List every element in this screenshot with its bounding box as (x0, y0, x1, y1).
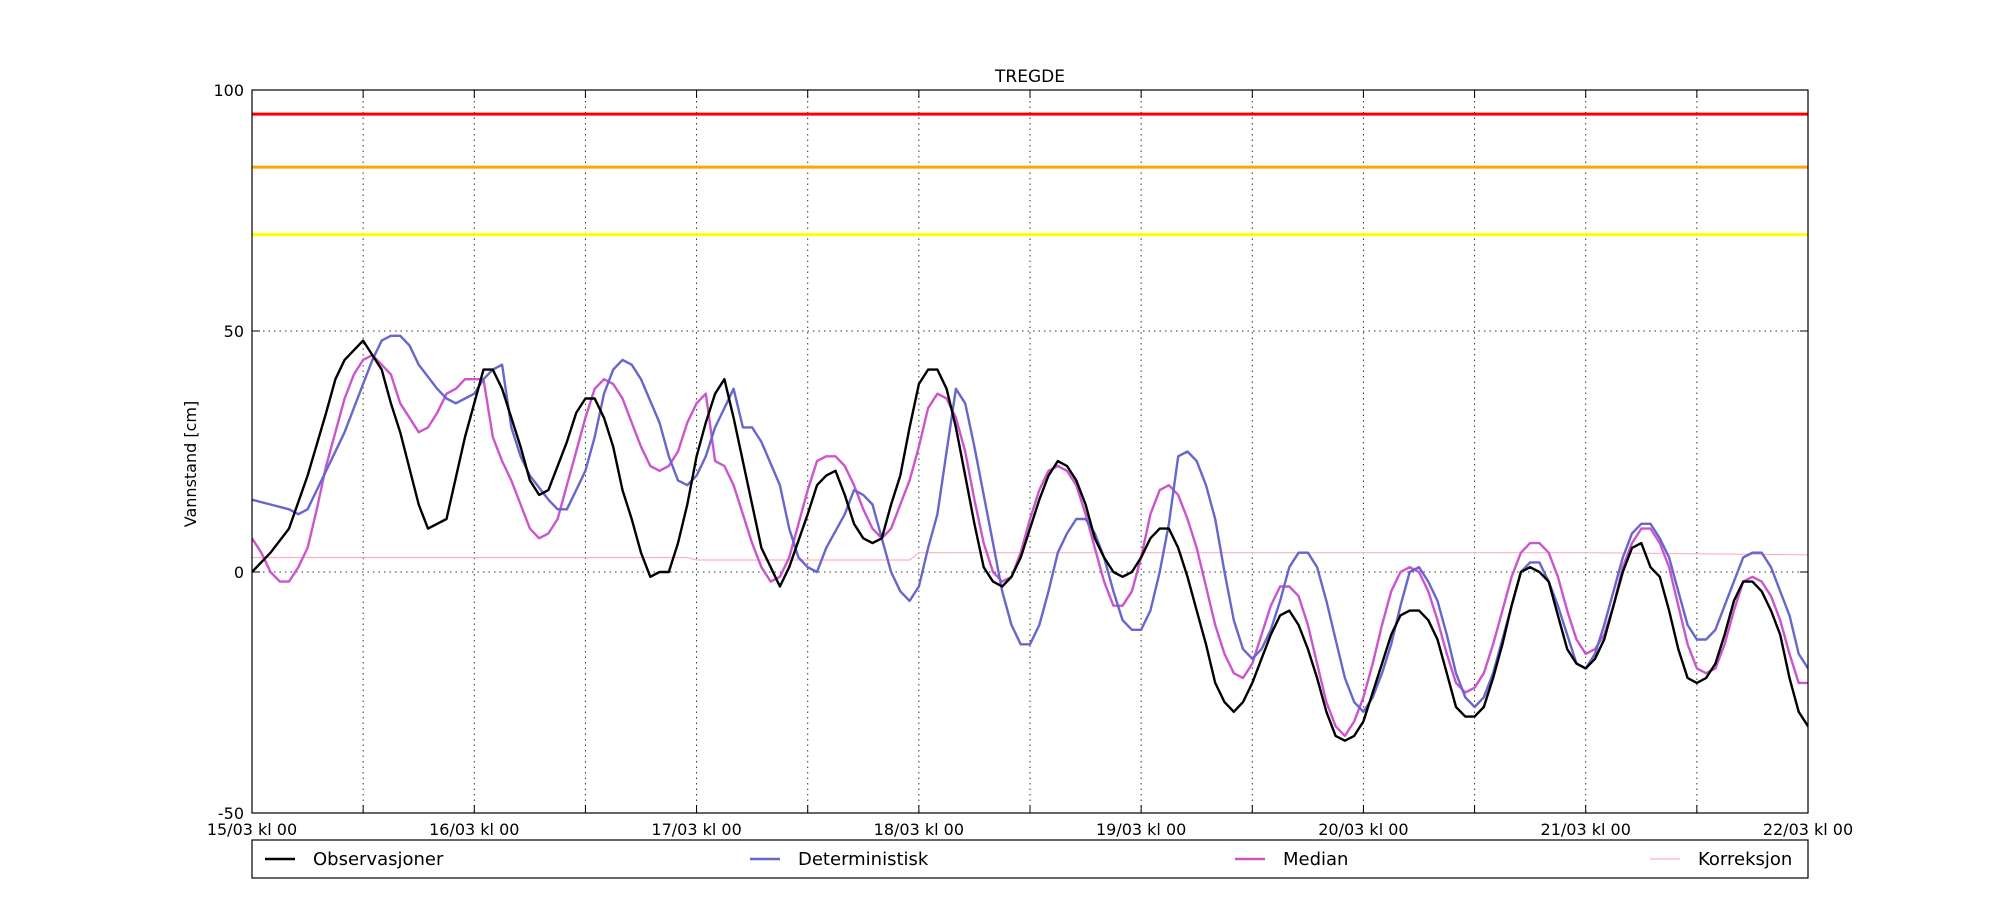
y-tick-label: 50 (224, 322, 244, 341)
y-tick-label: 0 (234, 563, 244, 582)
series-line-observasjoner (252, 339, 1808, 742)
y-axis-label: Vannstand [cm] (181, 401, 200, 527)
series-line-korreksjon (252, 552, 1808, 561)
chart-title: TREGDE (994, 67, 1065, 87)
threshold-lines (252, 112, 1808, 237)
x-tick-label: 22/03 kl 00 (1763, 820, 1853, 839)
x-tick-label: 15/03 kl 00 (207, 820, 297, 839)
x-tick-label: 18/03 kl 00 (874, 820, 964, 839)
legend-label: Median (1283, 849, 1348, 870)
legend-label: Deterministisk (798, 849, 929, 870)
plot-area-frame (251, 89, 1809, 814)
y-tick-label: -50 (218, 804, 244, 823)
legend-label: Korreksjon (1698, 849, 1792, 870)
x-tick-label: 21/03 kl 00 (1541, 820, 1631, 839)
series-line-deterministisk (252, 334, 1808, 713)
series-line-median (252, 353, 1808, 738)
x-tick-label: 19/03 kl 00 (1096, 820, 1186, 839)
y-tick-label: 100 (213, 81, 244, 100)
x-tick-label: 16/03 kl 00 (429, 820, 519, 839)
legend: Observasjoner Deterministisk Median Korreks… (251, 839, 1809, 879)
x-tick-label: 20/03 kl 00 (1318, 820, 1408, 839)
grid-lines (252, 90, 1808, 813)
series-lines (252, 334, 1808, 742)
x-tick-label: 17/03 kl 00 (651, 820, 741, 839)
axis-ticks: -50 0 50 100 15/03 kl 00 16/03 kl 00 17/03 kl … (207, 81, 1853, 839)
legend-label: Observasjoner (313, 849, 444, 870)
legend-frame (251, 839, 1809, 879)
